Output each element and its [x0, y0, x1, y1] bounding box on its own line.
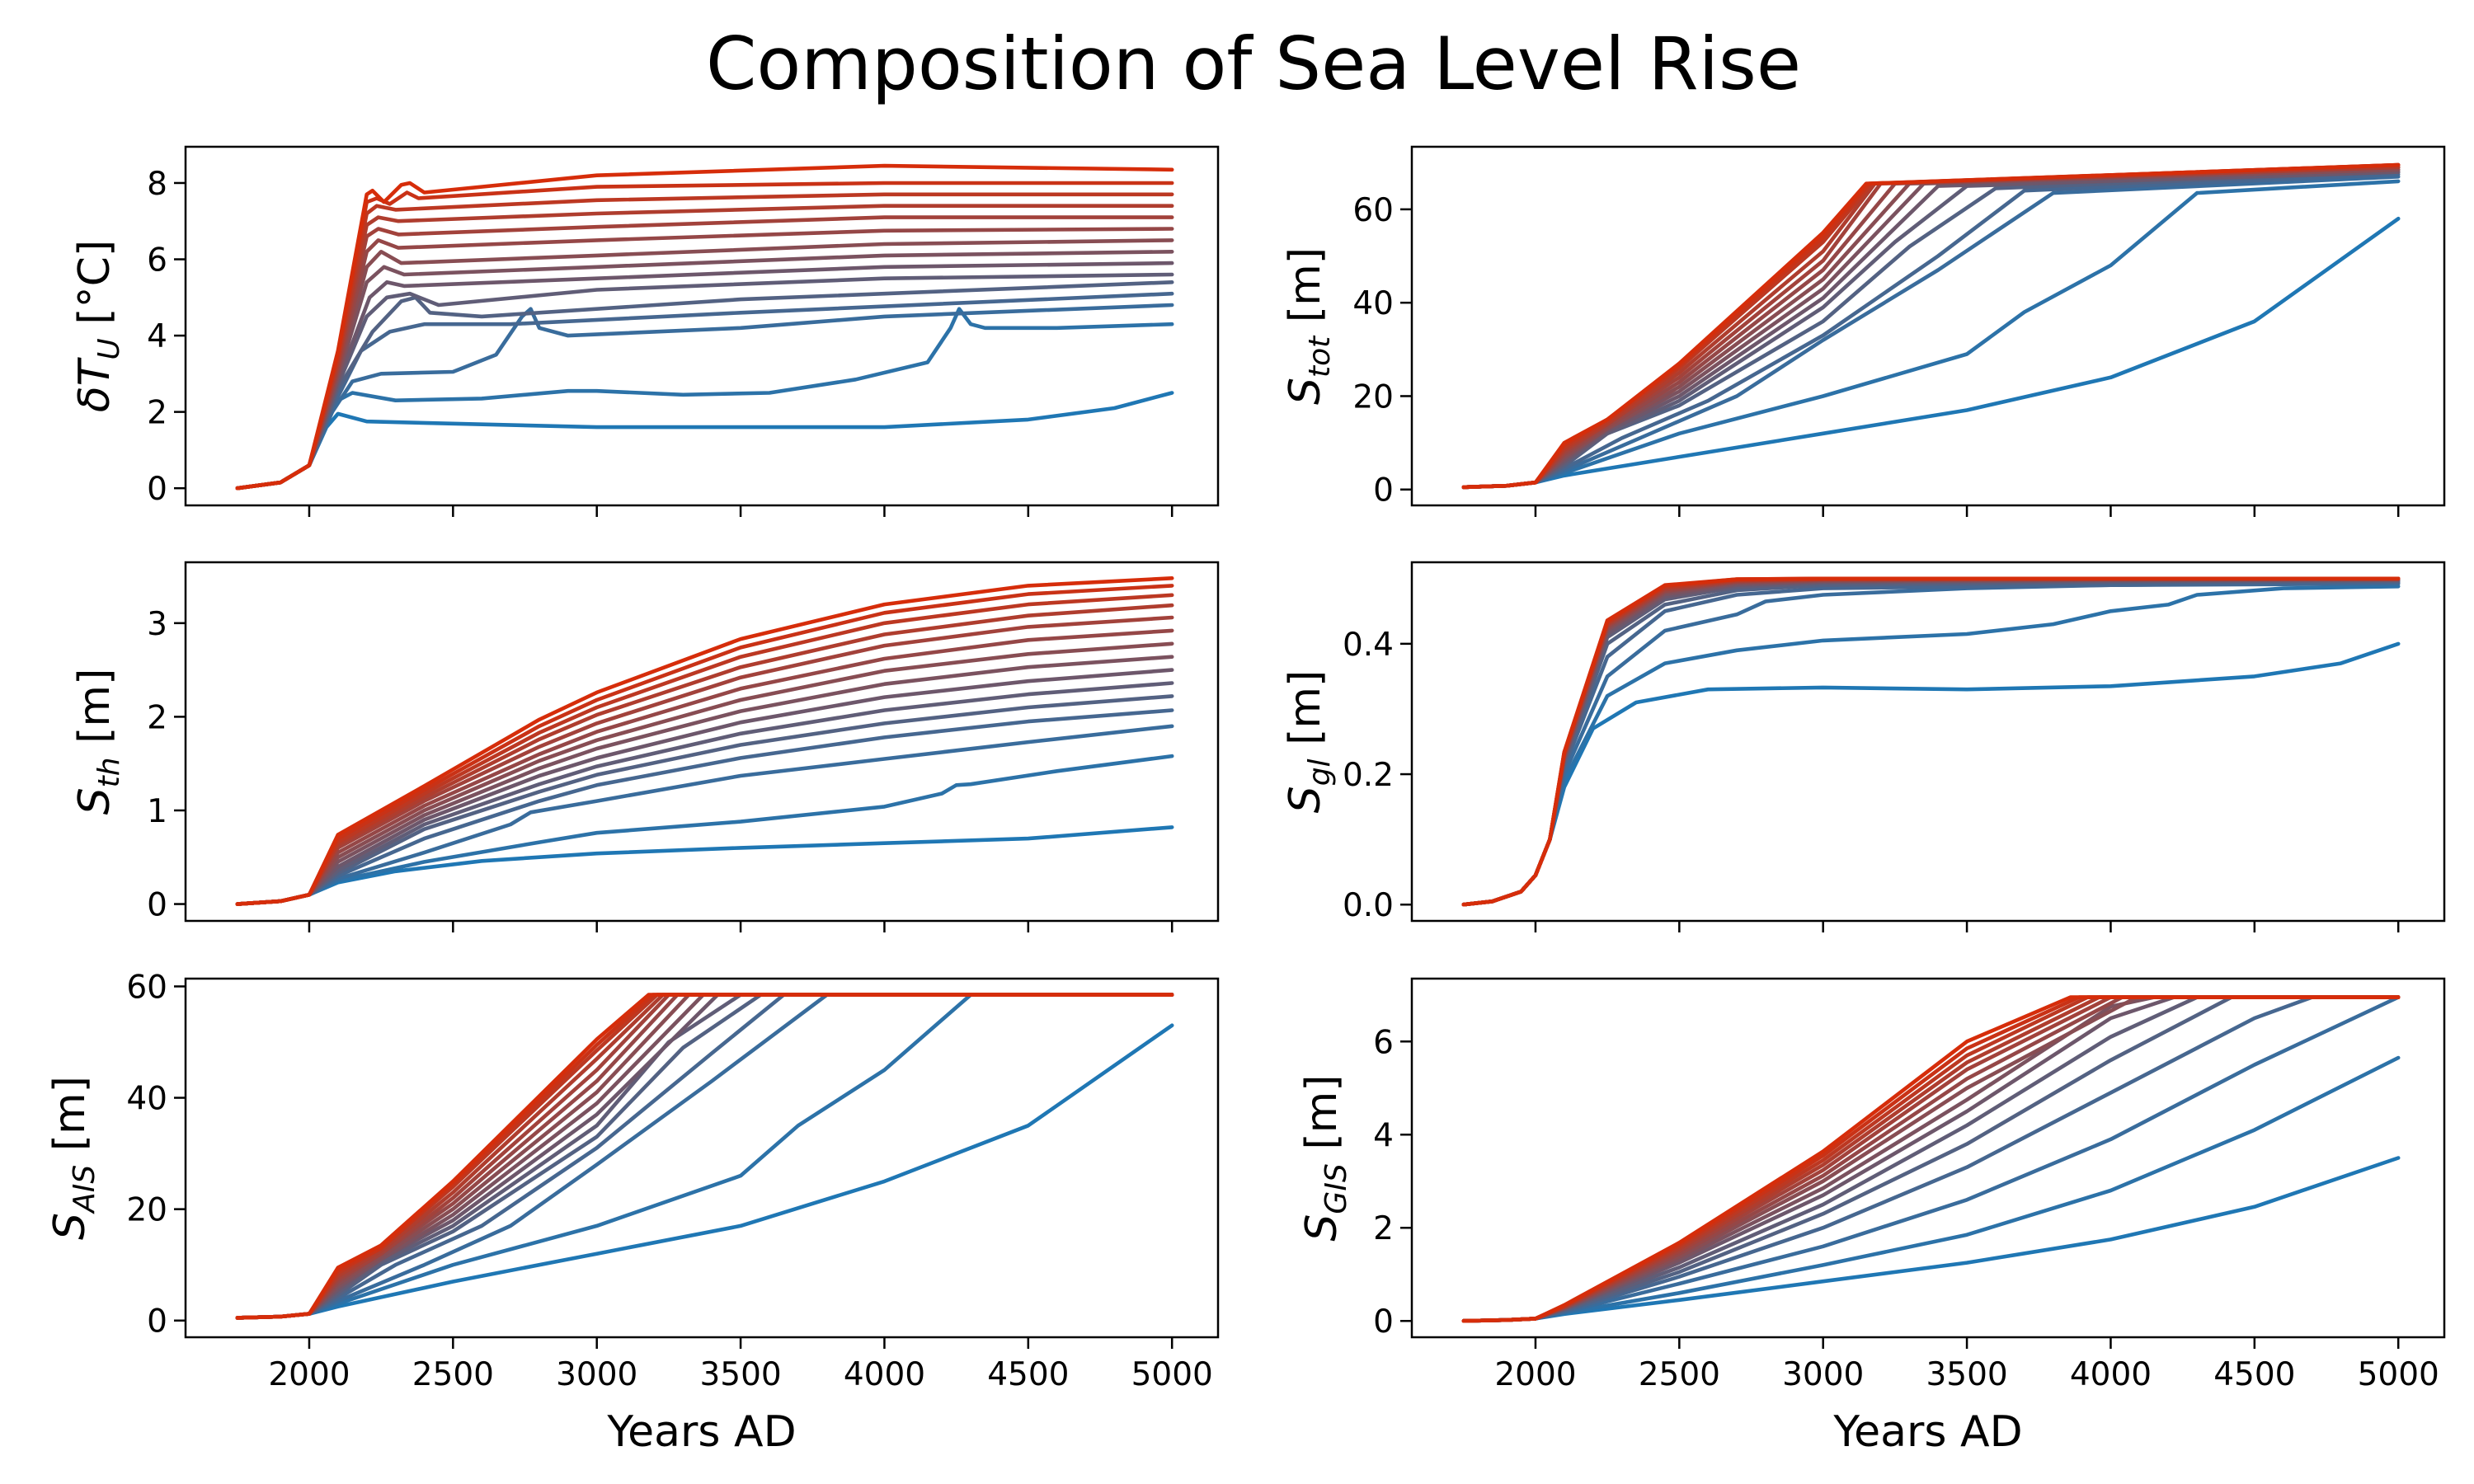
series-line-15 — [1461, 162, 2401, 490]
panel-Sth: 0 1 2 3 Sth [m] — [70, 561, 1220, 932]
y-axis-label: Stot [m] — [1281, 247, 1337, 405]
axes-frame — [184, 145, 1220, 507]
x-tick-label: 3500 — [699, 1356, 781, 1393]
x-axis-label: Years AD — [1832, 1407, 2022, 1457]
y-axis-label: δTU [°C] — [70, 240, 126, 412]
y-tick-label: 20 — [126, 1192, 167, 1229]
y-axis-label: SAIS [m] — [45, 1076, 101, 1240]
series-line-15 — [1461, 576, 2401, 907]
x-tick-label: 4500 — [987, 1356, 1069, 1393]
axes-frame — [1410, 145, 2446, 507]
y-tick-label: 40 — [1352, 285, 1394, 322]
y-tick-label: 60 — [1352, 192, 1394, 229]
y-tick-label: 0 — [147, 1303, 167, 1341]
y-tick-label: 0 — [1373, 472, 1394, 510]
series-group — [235, 993, 1174, 1320]
series-line-15 — [235, 576, 1174, 906]
x-tick-label: 3500 — [1926, 1356, 2007, 1393]
y-tick-label: 40 — [126, 1081, 167, 1118]
y-tick-label: 2 — [147, 395, 167, 432]
axes-frame — [184, 977, 1220, 1339]
y-tick-label: 4 — [1373, 1117, 1394, 1154]
x-tick-label: 3000 — [556, 1356, 637, 1393]
y-tick-label: 0 — [147, 887, 167, 924]
x-tick-label: 2000 — [268, 1356, 350, 1393]
y-tick-label: 2 — [147, 699, 167, 736]
x-tick-label: 2500 — [1639, 1356, 1720, 1393]
y-tick-label: 6 — [1373, 1024, 1394, 1061]
x-tick-label: 5000 — [2358, 1356, 2439, 1393]
y-tick-label: 0.0 — [1343, 887, 1394, 924]
panel-Stot: 0 20 40 60 Stot [m] — [1281, 145, 2446, 517]
y-tick-label: 0.2 — [1343, 757, 1394, 794]
axes-frame — [1410, 561, 2446, 923]
y-tick-label: 0.4 — [1343, 627, 1394, 664]
y-tick-label: 20 — [1352, 378, 1394, 416]
x-tick-label: 5000 — [1131, 1356, 1213, 1393]
x-tick-label: 4000 — [844, 1356, 925, 1393]
y-tick-label: 3 — [147, 606, 167, 643]
series-group — [1461, 995, 2401, 1323]
x-axis-label: Years AD — [606, 1407, 796, 1457]
y-axis-label: SGIS [m] — [1297, 1074, 1353, 1241]
axes-frame — [184, 561, 1220, 923]
y-axis-label: Sgl [m] — [1281, 670, 1337, 814]
panel-SAIS: 2000 2500 3000 3500 4000 4500 5000 0 20 40 60 SAIS … — [45, 969, 1220, 1457]
x-tick-label: 2000 — [1494, 1356, 1576, 1393]
y-tick-label: 60 — [126, 969, 167, 1006]
y-tick-label: 8 — [147, 166, 167, 203]
y-tick-label: 0 — [1373, 1303, 1394, 1341]
panel-SGIS: 2000 2500 3000 3500 4000 4500 5000 0 2 4 6 SGIS [m]… — [1297, 977, 2446, 1457]
y-tick-label: 0 — [147, 471, 167, 508]
series-group — [235, 576, 1174, 906]
series-group — [235, 163, 1174, 491]
axes-frame — [1410, 977, 2446, 1339]
series-line-15 — [1461, 995, 2401, 1323]
series-line-15 — [235, 993, 1174, 1320]
x-tick-label: 4000 — [2070, 1356, 2152, 1393]
series-group — [1461, 162, 2401, 490]
x-tick-label: 2500 — [412, 1356, 494, 1393]
y-tick-label: 4 — [147, 318, 167, 355]
y-tick-label: 1 — [147, 793, 167, 830]
y-axis-label: Sth [m] — [70, 669, 126, 815]
figure-title: Composition of Sea Level Rise — [706, 21, 1801, 106]
y-tick-label: 2 — [1373, 1210, 1394, 1247]
panel-dTU: 0 2 4 6 8 δTU [°C] — [70, 145, 1220, 517]
series-line-15 — [235, 163, 1174, 491]
x-tick-label: 4500 — [2213, 1356, 2295, 1393]
series-group — [1461, 576, 2401, 907]
y-tick-label: 6 — [147, 242, 167, 279]
x-tick-label: 3000 — [1782, 1356, 1864, 1393]
